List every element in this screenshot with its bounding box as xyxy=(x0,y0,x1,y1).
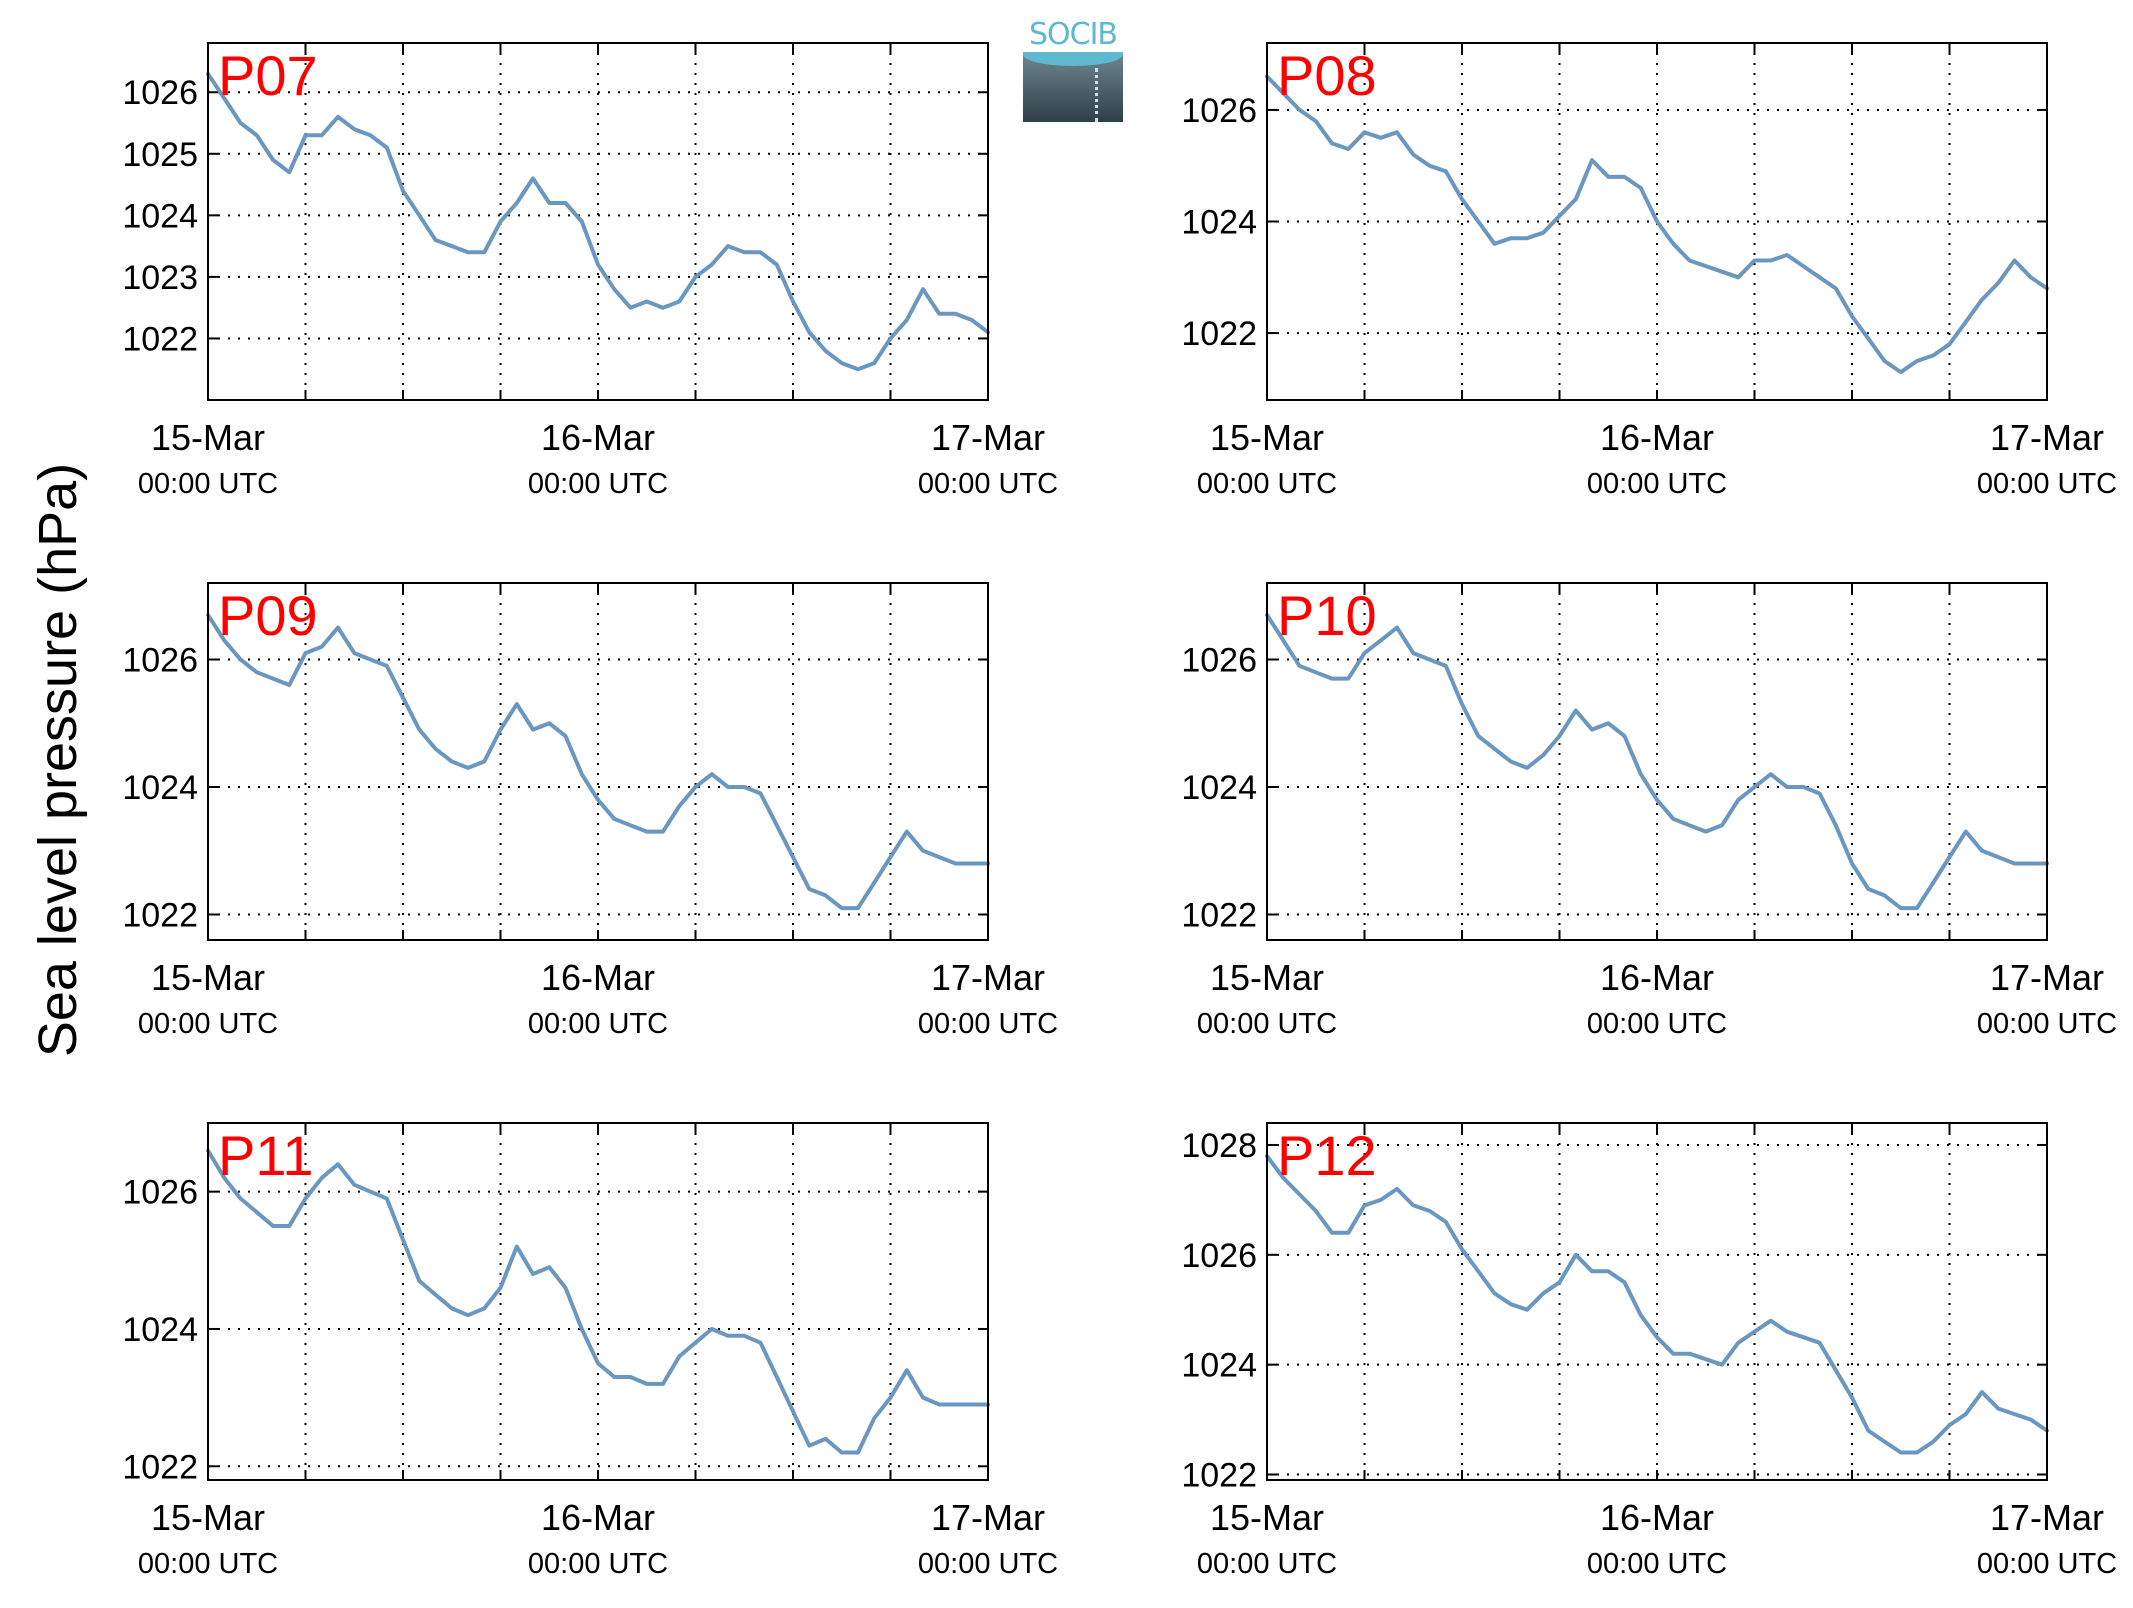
socib-logo-text: SOCIB xyxy=(1028,17,1118,52)
panel-title: P12 xyxy=(1277,1124,1377,1187)
socib-logo-wave xyxy=(1023,52,1123,66)
x-tick-label-date: 16-Mar xyxy=(541,957,655,998)
x-tick-label-date: 16-Mar xyxy=(1600,417,1714,458)
axes-box xyxy=(1266,1122,2048,1481)
panel-p10: 1022 1024 1026 15-Mar 00:00 UTC 16-Mar 00:00 U… xyxy=(1181,582,2117,1040)
y-tick-label: 1024 xyxy=(1181,769,1257,807)
axes-box xyxy=(1266,582,2048,941)
x-tick-label-time: 00:00 UTC xyxy=(1977,1008,2117,1040)
x-tick-label-time: 00:00 UTC xyxy=(528,468,668,500)
y-tick-label: 1028 xyxy=(1181,1127,1257,1165)
x-tick-label-time: 00:00 UTC xyxy=(918,1548,1058,1580)
x-tick-label-time: 00:00 UTC xyxy=(918,468,1058,500)
x-tick-label-date: 17-Mar xyxy=(931,957,1045,998)
y-tick-label: 1022 xyxy=(1181,897,1257,935)
y-tick-label: 1022 xyxy=(122,1448,198,1486)
y-tick-label: 1024 xyxy=(1181,1347,1257,1385)
x-tick-label-time: 00:00 UTC xyxy=(528,1548,668,1580)
y-tick-label: 1022 xyxy=(122,320,198,358)
x-tick-label-date: 16-Mar xyxy=(1600,957,1714,998)
y-tick-label: 1026 xyxy=(122,642,198,680)
series-line xyxy=(1265,612,2049,911)
y-tick-label: 1023 xyxy=(122,259,198,297)
x-tick-label-date: 17-Mar xyxy=(1990,1497,2104,1538)
x-tick-label-date: 15-Mar xyxy=(151,417,265,458)
panel-p11: 1022 1024 1026 15-Mar 00:00 UTC 16-Mar 00:00 U… xyxy=(122,1122,1058,1580)
x-tick-label-date: 16-Mar xyxy=(541,417,655,458)
x-tick-label-time: 00:00 UTC xyxy=(528,1008,668,1040)
x-tick-label-time: 00:00 UTC xyxy=(1587,1008,1727,1040)
axes-box xyxy=(1266,42,2048,401)
x-tick-label-time: 00:00 UTC xyxy=(1197,1008,1337,1040)
socib-logo-dots xyxy=(1095,68,1098,122)
panel-title: P09 xyxy=(218,584,318,647)
series-line xyxy=(206,1148,990,1455)
axes-box xyxy=(207,1122,989,1481)
y-tick-label: 1024 xyxy=(122,1311,198,1349)
x-tick-label-time: 00:00 UTC xyxy=(1977,1548,2117,1580)
x-tick-label-time: 00:00 UTC xyxy=(138,1008,278,1040)
y-tick-label: 1026 xyxy=(1181,1237,1257,1275)
panel-p07: 1022 1023 1024 1025 1026 15-Mar 00:00 UTC 16-Ma… xyxy=(122,42,1058,500)
x-tick-label-date: 17-Mar xyxy=(1990,957,2104,998)
x-tick-label-date: 15-Mar xyxy=(1210,957,1324,998)
panel-title: P07 xyxy=(218,44,318,107)
series-line xyxy=(1265,1154,2049,1455)
axes-box xyxy=(207,582,989,941)
x-tick-label-date: 17-Mar xyxy=(1990,417,2104,458)
panel-title: P10 xyxy=(1277,584,1377,647)
panel-p09: 1022 1024 1026 15-Mar 00:00 UTC 16-Mar 00:00 U… xyxy=(122,582,1058,1040)
y-tick-label: 1022 xyxy=(122,897,198,935)
x-tick-label-time: 00:00 UTC xyxy=(1587,468,1727,500)
y-tick-label: 1022 xyxy=(1181,315,1257,353)
y-tick-label: 1026 xyxy=(1181,92,1257,130)
x-tick-label-time: 00:00 UTC xyxy=(1197,1548,1337,1580)
socib-logo: SOCIB xyxy=(1023,18,1123,122)
y-tick-label: 1024 xyxy=(122,197,198,235)
y-tick-label: 1024 xyxy=(122,769,198,807)
x-tick-label-date: 17-Mar xyxy=(931,417,1045,458)
panel-p08: 1022 1024 1026 15-Mar 00:00 UTC 16-Mar 00:00 U… xyxy=(1181,42,2117,500)
y-tick-label: 1026 xyxy=(122,74,198,112)
y-tick-label: 1025 xyxy=(122,136,198,174)
panel-p12: 1022 1024 1026 1028 15-Mar 00:00 UTC 16-Mar 00:… xyxy=(1181,1122,2117,1580)
series-line xyxy=(206,612,990,911)
x-tick-label-date: 17-Mar xyxy=(931,1497,1045,1538)
x-tick-label-time: 00:00 UTC xyxy=(1587,1548,1727,1580)
x-tick-label-date: 15-Mar xyxy=(1210,417,1324,458)
series-line xyxy=(206,71,990,372)
x-tick-label-time: 00:00 UTC xyxy=(138,1548,278,1580)
x-tick-label-time: 00:00 UTC xyxy=(1197,468,1337,500)
y-tick-label: 1026 xyxy=(1181,642,1257,680)
panel-title: P08 xyxy=(1277,44,1377,107)
x-tick-label-date: 15-Mar xyxy=(1210,1497,1324,1538)
y-tick-label: 1024 xyxy=(1181,204,1257,242)
axes-box xyxy=(207,42,989,401)
x-tick-label-date: 15-Mar xyxy=(151,1497,265,1538)
x-tick-label-time: 00:00 UTC xyxy=(138,468,278,500)
panel-title: P11 xyxy=(218,1124,313,1187)
x-tick-label-time: 00:00 UTC xyxy=(918,1008,1058,1040)
series-line xyxy=(1265,74,2049,375)
x-tick-label-time: 00:00 UTC xyxy=(1977,468,2117,500)
y-tick-label: 1026 xyxy=(122,1174,198,1212)
x-tick-label-date: 15-Mar xyxy=(151,957,265,998)
y-tick-label: 1022 xyxy=(1181,1457,1257,1495)
x-tick-label-date: 16-Mar xyxy=(1600,1497,1714,1538)
x-tick-label-date: 16-Mar xyxy=(541,1497,655,1538)
